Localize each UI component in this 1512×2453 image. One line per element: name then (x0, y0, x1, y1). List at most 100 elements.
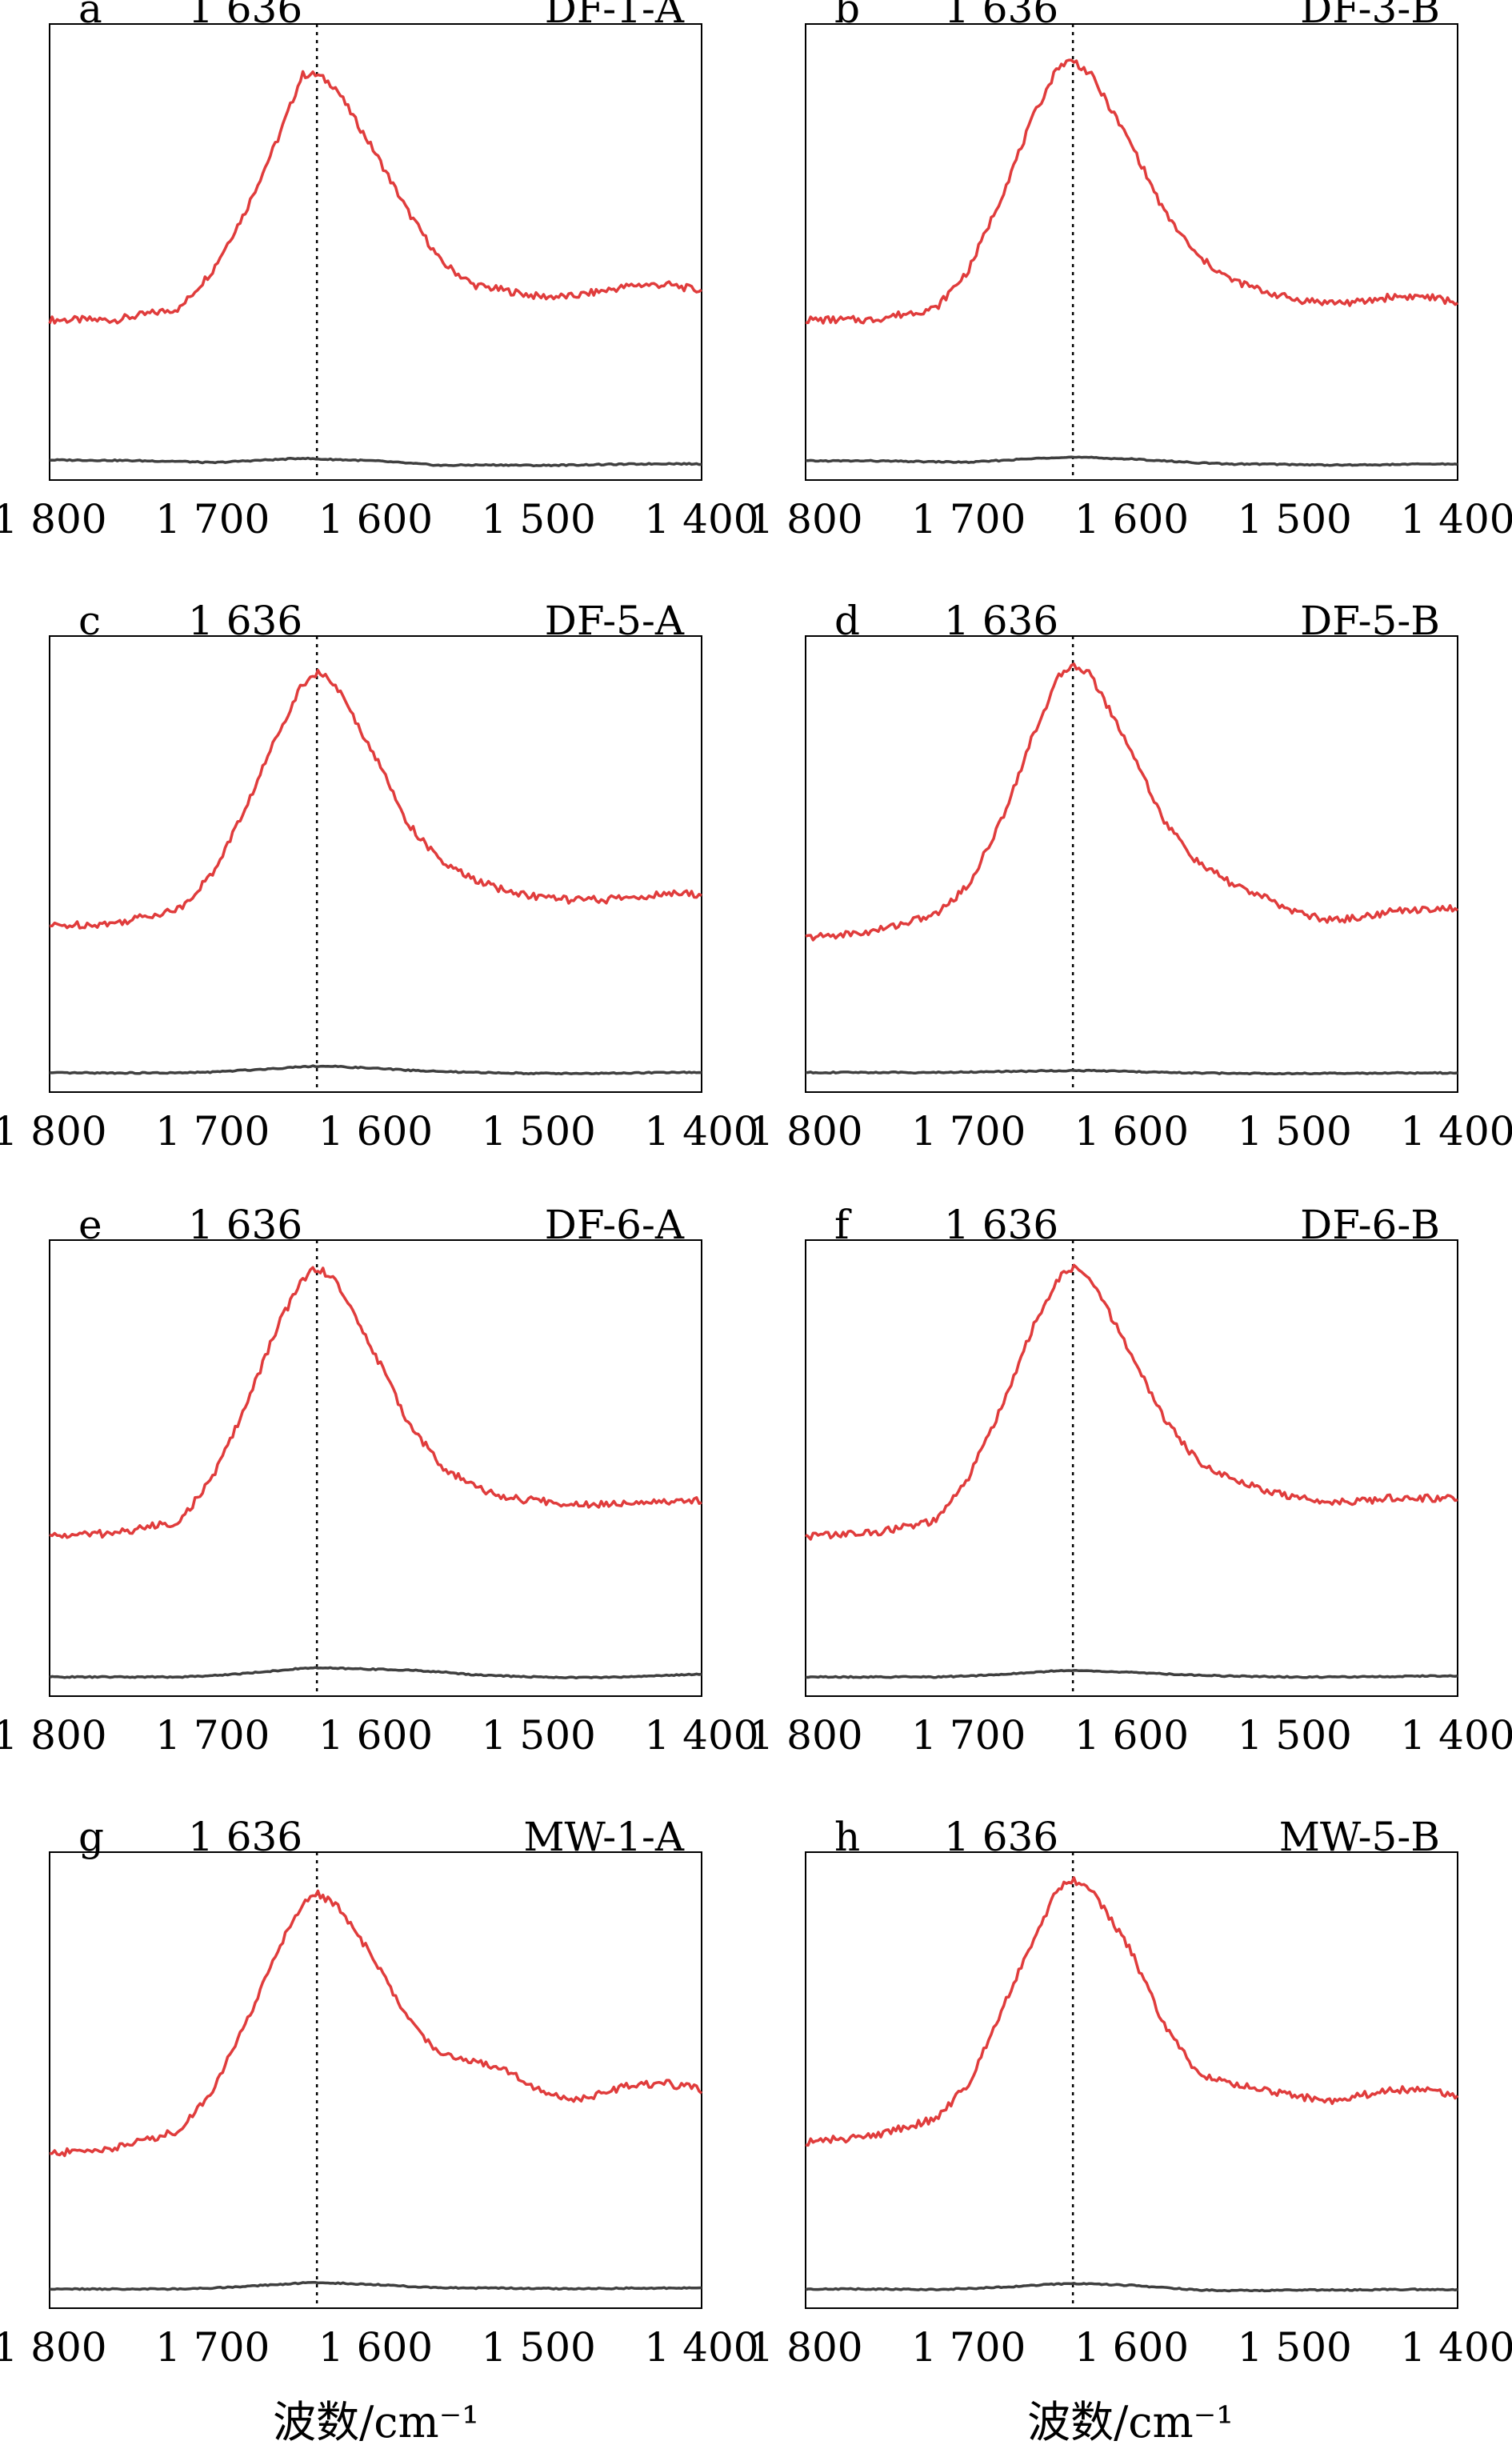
x-tick-label: 1 800 (748, 1712, 862, 1759)
reference-label: 1 636 (944, 1202, 1058, 1248)
x-tick-label: 1 400 (1400, 1712, 1512, 1759)
x-tick-label: 1 700 (155, 2324, 270, 2371)
x-tick-label: 1 700 (155, 1108, 270, 1154)
sample-label: DF-1-A (545, 0, 685, 32)
panel-frame (49, 23, 702, 481)
panel-c: 1 636 c DF-5-A 1 800 1 700 1 600 1 500 1 400 (0, 598, 759, 1154)
reference-label: 1 636 (188, 1202, 302, 1248)
x-tick-label: 1 800 (0, 1108, 107, 1154)
x-tick-label: 1 400 (644, 1712, 758, 1759)
x-tick-label: 1 500 (482, 1712, 596, 1759)
lower-spectrum-line (805, 1068, 1458, 1076)
panel-frame (49, 635, 702, 1093)
lower-spectrum-line (806, 455, 1458, 467)
upper-spectrum-line (49, 669, 702, 930)
x-tick-label: 1 600 (1074, 1108, 1189, 1154)
panel-letter: b (834, 0, 860, 32)
x-tick-label: 1 500 (482, 496, 596, 542)
lower-spectrum-line (49, 456, 702, 468)
x-tick-label: 1 400 (644, 2324, 758, 2371)
sample-label: DF-5-A (545, 598, 685, 644)
panel-d: 1 636 d DF-5-B 1 800 1 700 1 600 1 500 1 400 (748, 598, 1512, 1154)
x-tick-label: 1 600 (318, 2324, 433, 2371)
x-tick-label: 1 800 (748, 1108, 862, 1154)
sample-label: DF-6-B (1300, 1202, 1440, 1248)
panel-frame (805, 23, 1458, 481)
x-tick-label: 1 400 (644, 1108, 758, 1154)
x-tick-label: 1 400 (1400, 496, 1512, 542)
x-tick-label: 1 600 (1074, 496, 1189, 542)
panel-g: 1 636 g MW-1-A 1 800 1 700 1 600 1 500 1 400 (0, 1814, 759, 2371)
panel-letter: h (834, 1814, 860, 1860)
x-tick-label: 1 400 (1400, 2324, 1512, 2371)
panel-letter: f (834, 1202, 852, 1248)
x-tick-label: 1 800 (0, 1712, 107, 1759)
x-tick-label: 1 700 (155, 496, 270, 542)
sample-label: MW-5-B (1279, 1814, 1440, 1860)
x-tick-label: 1 700 (911, 496, 1026, 542)
x-tick-label: 1 800 (748, 2324, 862, 2371)
upper-spectrum-line (48, 70, 702, 325)
x-tick-label: 1 700 (155, 1712, 270, 1759)
x-tick-label: 1 600 (318, 1108, 433, 1154)
panel-h: 1 636 h MW-5-B 1 800 1 700 1 600 1 500 1 400 (748, 1814, 1512, 2371)
x-tick-label: 1 800 (0, 496, 107, 542)
x-axis-title-right: 波数/cm⁻¹ (1027, 2397, 1234, 2447)
x-tick-label: 1 500 (1238, 496, 1352, 542)
upper-spectrum-line (49, 1889, 703, 2158)
x-tick-label: 1 700 (911, 1108, 1026, 1154)
x-tick-label: 1 500 (482, 2324, 596, 2371)
reference-label: 1 636 (944, 598, 1058, 644)
lower-spectrum-line (49, 2281, 702, 2291)
panel-letter: e (78, 1202, 102, 1248)
panel-a: 1 636 a DF-1-A 1 800 1 700 1 600 1 500 1 400 (0, 0, 759, 542)
panel-letter: d (834, 598, 860, 644)
x-tick-label: 1 400 (644, 496, 758, 542)
upper-spectrum-line (805, 1876, 1459, 2147)
x-tick-label: 1 700 (911, 1712, 1026, 1759)
x-tick-label: 1 600 (1074, 1712, 1189, 1759)
panel-frame (49, 1239, 702, 1697)
x-tick-label: 1 600 (1074, 2324, 1189, 2371)
sample-label: DF-5-B (1300, 598, 1440, 644)
sample-label: MW-1-A (523, 1814, 685, 1860)
panel-letter: c (78, 598, 101, 644)
lower-spectrum-line (49, 1064, 702, 1076)
lower-spectrum-line (49, 1666, 702, 1680)
x-tick-label: 1 800 (748, 496, 862, 542)
upper-spectrum-line (805, 1263, 1458, 1541)
x-tick-label: 1 800 (0, 2324, 107, 2371)
x-tick-label: 1 500 (1238, 2324, 1352, 2371)
x-axis-title-left: 波数/cm⁻¹ (273, 2397, 479, 2447)
x-tick-label: 1 400 (1400, 1108, 1512, 1154)
panel-letter: a (78, 0, 102, 32)
panel-frame (805, 635, 1458, 1093)
x-tick-label: 1 700 (911, 2324, 1026, 2371)
upper-spectrum-line (805, 662, 1459, 942)
x-tick-label: 1 600 (318, 1712, 433, 1759)
panel-letter: g (78, 1814, 104, 1860)
reference-label: 1 636 (188, 0, 302, 32)
panel-f: 1 636 f DF-6-B 1 800 1 700 1 600 1 500 1 400 (748, 1202, 1512, 1759)
x-tick-label: 1 500 (1238, 1108, 1352, 1154)
upper-spectrum-line (805, 58, 1458, 325)
panel-e: 1 636 e DF-6-A 1 800 1 700 1 600 1 500 1 400 (0, 1202, 759, 1759)
sample-label: DF-3-B (1300, 0, 1440, 32)
reference-label: 1 636 (944, 0, 1058, 32)
x-tick-label: 1 500 (1238, 1712, 1352, 1759)
panel-frame (805, 1851, 1458, 2309)
lower-spectrum-line (805, 1669, 1458, 1679)
x-tick-label: 1 600 (318, 496, 433, 542)
reference-label: 1 636 (188, 598, 302, 644)
sample-label: DF-6-A (545, 1202, 685, 1248)
x-tick-label: 1 500 (482, 1108, 596, 1154)
reference-label: 1 636 (944, 1814, 1058, 1860)
panel-b: 1 636 b DF-3-B 1 800 1 700 1 600 1 500 1 400 (748, 0, 1512, 542)
lower-spectrum-line (805, 2282, 1458, 2293)
reference-label: 1 636 (188, 1814, 302, 1860)
upper-spectrum-line (49, 1266, 702, 1539)
panel-frame (49, 1851, 702, 2309)
panel-frame (805, 1239, 1458, 1697)
